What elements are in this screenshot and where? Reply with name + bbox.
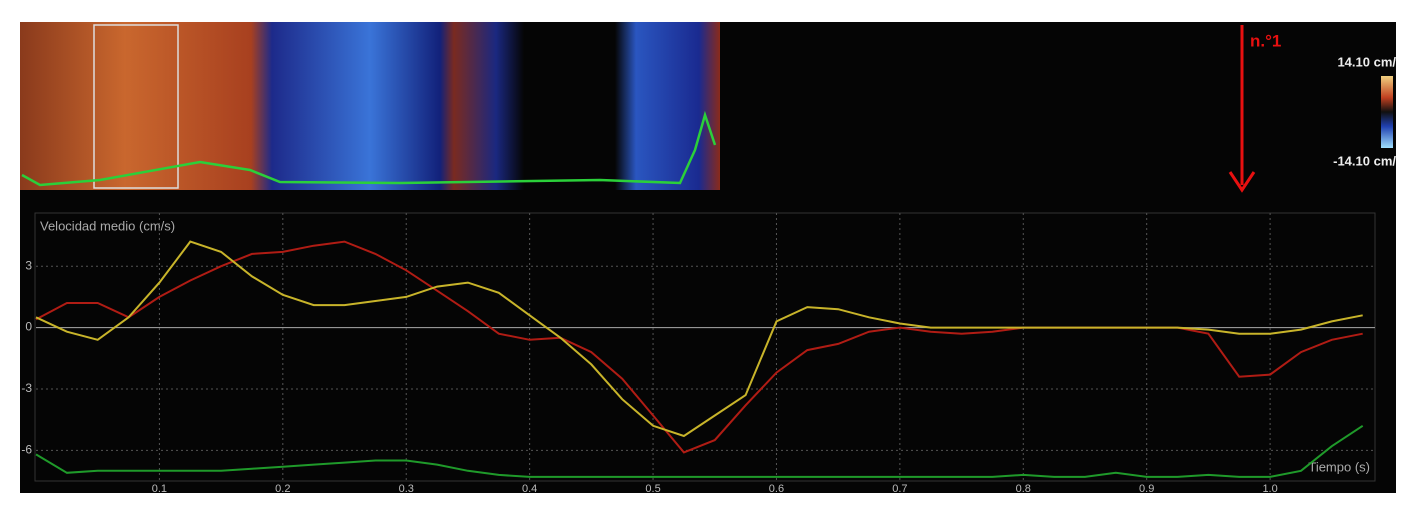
x-tick-label: 0.3 <box>399 483 414 495</box>
x-axis-label: Tiempo (s) <box>1308 459 1370 474</box>
screen: n.°1 14.10 cm/ -14.10 cm/ Velocidad medi… <box>0 0 1415 509</box>
x-tick-label: 0.2 <box>275 483 290 495</box>
x-tick-label: 0.7 <box>892 483 907 495</box>
y-tick-label: 3 <box>25 258 32 272</box>
x-tick-label: 0.8 <box>1016 483 1031 495</box>
y-tick-label: -6 <box>21 442 32 456</box>
x-tick-label: 0.6 <box>769 483 784 495</box>
x-tick-label: 0.4 <box>522 483 537 495</box>
x-tick-label: 0.5 <box>645 483 660 495</box>
x-tick-label: 1.0 <box>1262 483 1277 495</box>
y-tick-label: -3 <box>21 381 32 395</box>
scale-min: -14.10 cm/ <box>1333 153 1396 168</box>
doppler-image <box>20 22 720 190</box>
marker-label: n.°1 <box>1250 31 1281 50</box>
y-tick-label: 0 <box>25 320 32 334</box>
x-tick-label: 0.1 <box>152 483 167 495</box>
x-tick-label: 0.9 <box>1139 483 1154 495</box>
color-scale <box>1381 76 1393 148</box>
chart-title: Velocidad medio (cm/s) <box>40 218 175 233</box>
scale-max: 14.10 cm/ <box>1337 54 1396 69</box>
